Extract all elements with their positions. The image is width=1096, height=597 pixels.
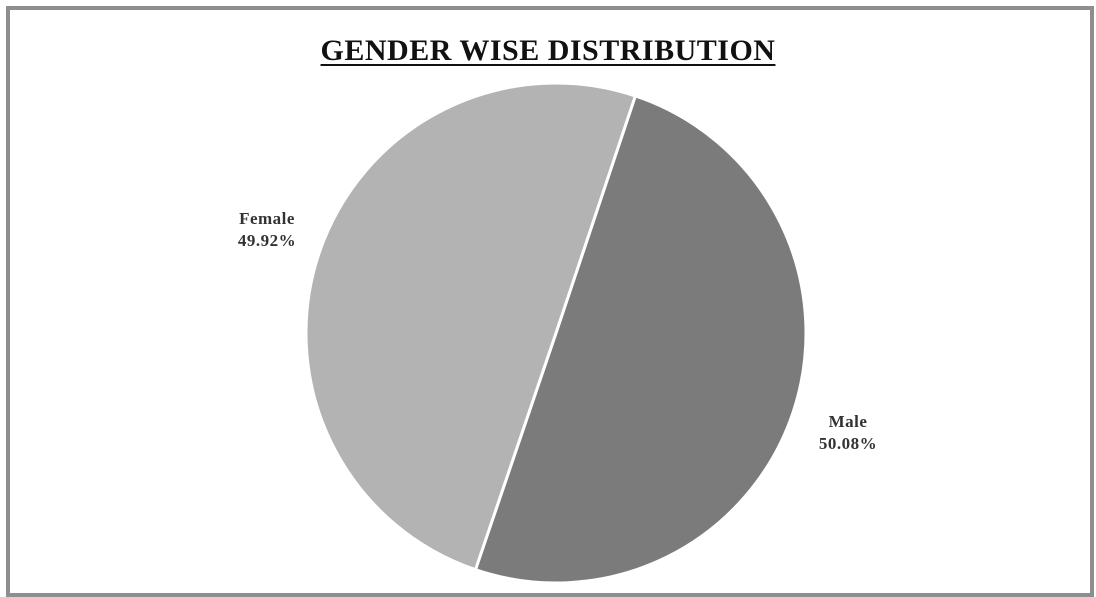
pie-labels: Male 50.08% Female 49.92% <box>238 209 877 453</box>
pie-slices <box>304 81 808 585</box>
slice-value-male: 50.08% <box>819 434 877 453</box>
slice-label-male: Male <box>829 412 868 431</box>
slice-value-female: 49.92% <box>238 231 296 250</box>
slice-label-female: Female <box>239 209 295 228</box>
chart-title: GENDER WISE DISTRIBUTION <box>320 34 776 67</box>
pie-slice-male <box>473 94 808 585</box>
pie-slice-female <box>304 81 637 572</box>
